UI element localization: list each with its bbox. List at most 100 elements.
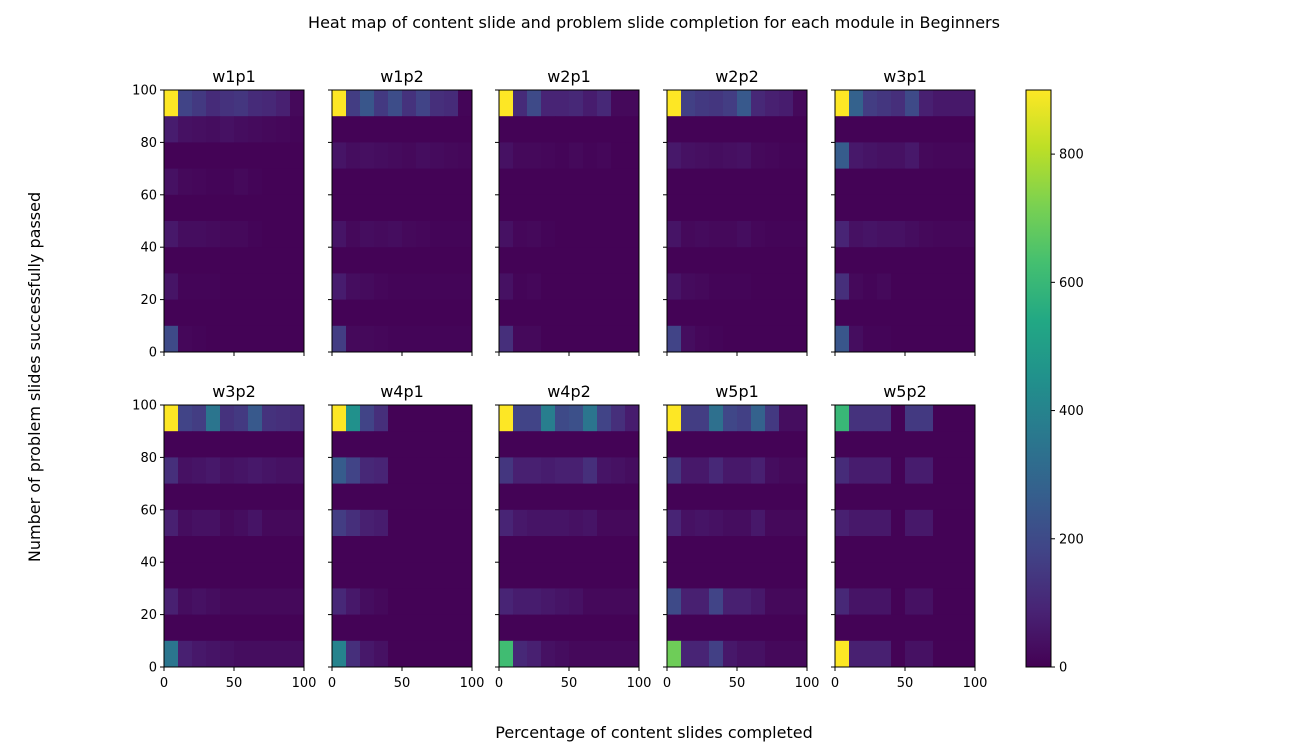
- heatmap-cell: [164, 431, 179, 458]
- heatmap-cell: [262, 168, 277, 196]
- heatmap-cell: [891, 509, 906, 537]
- heatmap-cell: [569, 536, 584, 563]
- heatmap-cell: [360, 405, 375, 432]
- heatmap-cell: [164, 640, 179, 668]
- heatmap-cell: [346, 90, 361, 117]
- heatmap-cell: [346, 168, 361, 196]
- heatmap-cell: [248, 273, 263, 300]
- heatmap-cell: [499, 509, 514, 537]
- heatmap-cell: [583, 221, 598, 248]
- heatmap-cell: [737, 562, 752, 589]
- heatmap-cell: [933, 562, 948, 589]
- heatmap-cell: [933, 588, 948, 615]
- heatmap-cell: [402, 588, 417, 615]
- heatmap-cell: [234, 116, 249, 143]
- heatmap-cell: [961, 221, 976, 248]
- heatmap-cell: [527, 194, 542, 222]
- heatmap-cell: [192, 509, 207, 537]
- heatmap-cell: [681, 431, 696, 458]
- heatmap-cell: [276, 405, 291, 432]
- heatmap-cell: [248, 247, 263, 274]
- heatmap-cell: [206, 116, 221, 143]
- heatmap-cell: [248, 457, 263, 484]
- x-tick-label: 50: [226, 676, 243, 691]
- heatmap-cell: [667, 194, 682, 222]
- heatmap-cell: [444, 536, 459, 563]
- heatmap-cell: [346, 405, 361, 432]
- heatmap-cell: [513, 90, 528, 117]
- heatmap-cell: [793, 562, 808, 589]
- heatmap-cell: [206, 247, 221, 274]
- heatmap-cell: [248, 588, 263, 615]
- heatmap-cell: [178, 640, 193, 668]
- heatmap-cell: [206, 221, 221, 248]
- heatmap-cell: [541, 142, 556, 169]
- heatmap-cell: [611, 405, 626, 432]
- heatmap-cell: [262, 405, 277, 432]
- heatmap-cell: [164, 509, 179, 537]
- heatmap-cell: [611, 562, 626, 589]
- heatmap-cell: [234, 247, 249, 274]
- heatmap-cell: [779, 431, 794, 458]
- heatmap-cell: [709, 90, 724, 117]
- heatmap-cell: [499, 483, 514, 511]
- heatmap-cell: [527, 299, 542, 327]
- heatmap-cell: [346, 116, 361, 143]
- heatmap-cell: [625, 90, 640, 117]
- heatmap-cell: [499, 536, 514, 563]
- panel-w3p1: w3p1: [831, 67, 976, 356]
- heatmap-cell: [332, 90, 347, 117]
- heatmap-cell: [597, 273, 612, 300]
- heatmap-cell: [723, 168, 738, 196]
- heatmap-cell: [919, 247, 934, 274]
- heatmap-cell: [625, 194, 640, 222]
- heatmap-cell: [541, 273, 556, 300]
- heatmap-cell: [220, 325, 235, 353]
- heatmap-cell: [905, 562, 920, 589]
- heatmap-cell: [793, 405, 808, 432]
- heatmap-cell: [667, 221, 682, 248]
- heatmap-cell: [555, 194, 570, 222]
- heatmap-cell: [793, 142, 808, 169]
- heatmap-cell: [891, 614, 906, 642]
- heatmap-cell: [947, 90, 962, 117]
- heatmap-cell: [416, 588, 431, 615]
- heatmap-cell: [835, 221, 850, 248]
- heatmap-cell: [499, 588, 514, 615]
- heatmap-cell: [681, 562, 696, 589]
- heatmap-cell: [430, 562, 445, 589]
- heatmap-cell: [276, 588, 291, 615]
- heatmap-cell: [248, 90, 263, 117]
- heatmap-cell: [961, 142, 976, 169]
- heatmap-cell: [527, 142, 542, 169]
- heatmap-cell: [346, 562, 361, 589]
- heatmap-cell: [583, 325, 598, 353]
- heatmap-cell: [332, 614, 347, 642]
- heatmap-cell: [667, 640, 682, 668]
- heatmap-cell: [709, 562, 724, 589]
- heatmap-cell: [178, 588, 193, 615]
- heatmap-cell: [779, 273, 794, 300]
- heatmap-cell: [961, 116, 976, 143]
- heatmap-cell: [527, 614, 542, 642]
- heatmap-cell: [779, 194, 794, 222]
- heatmap-cell: [262, 483, 277, 511]
- heatmap-cell: [234, 457, 249, 484]
- heatmap-cell: [583, 562, 598, 589]
- colorbar-tick-label: 0: [1059, 661, 1067, 676]
- heatmap-cell: [276, 640, 291, 668]
- heatmap-cell: [220, 405, 235, 432]
- heatmap-cell: [793, 509, 808, 537]
- heatmap-cell: [290, 562, 305, 589]
- heatmap-cell: [765, 90, 780, 117]
- heatmap-cell: [737, 588, 752, 615]
- heatmap-cell: [248, 221, 263, 248]
- heatmap-cell: [527, 588, 542, 615]
- heatmap-cell: [835, 168, 850, 196]
- heatmap-cell: [276, 457, 291, 484]
- heatmap-cell: [695, 483, 710, 511]
- heatmap-cell: [192, 299, 207, 327]
- heatmap-cell: [374, 194, 389, 222]
- heatmap-cell: [234, 194, 249, 222]
- heatmap-cell: [877, 325, 892, 353]
